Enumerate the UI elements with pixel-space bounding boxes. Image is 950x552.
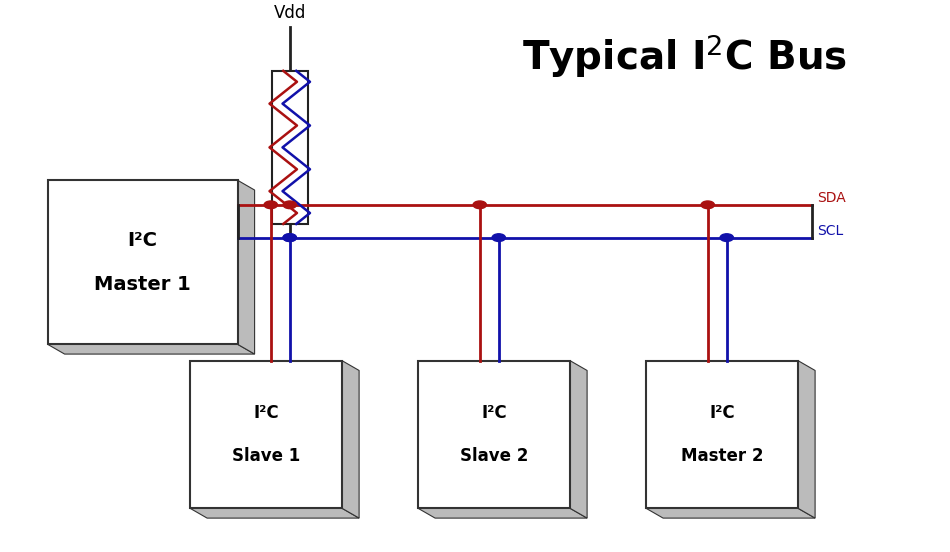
- Circle shape: [283, 234, 296, 241]
- Text: Typical I$^2$C Bus: Typical I$^2$C Bus: [522, 33, 846, 80]
- Circle shape: [283, 201, 296, 209]
- Text: I²C: I²C: [254, 404, 278, 422]
- Bar: [190, 360, 342, 508]
- Text: I²C: I²C: [482, 404, 506, 422]
- Text: SCL: SCL: [817, 224, 844, 238]
- Polygon shape: [238, 180, 255, 354]
- Bar: [48, 180, 238, 344]
- Bar: [646, 360, 798, 508]
- Text: Slave 1: Slave 1: [232, 447, 300, 465]
- Text: I²C: I²C: [710, 404, 734, 422]
- Text: Vdd: Vdd: [274, 4, 306, 22]
- Polygon shape: [570, 360, 587, 518]
- Polygon shape: [418, 508, 587, 518]
- Circle shape: [264, 201, 277, 209]
- Text: Master 1: Master 1: [94, 274, 191, 294]
- Circle shape: [473, 201, 486, 209]
- Bar: [418, 360, 570, 508]
- Polygon shape: [48, 344, 255, 354]
- Circle shape: [720, 234, 733, 241]
- Text: I²C: I²C: [127, 231, 158, 250]
- Text: Master 2: Master 2: [681, 447, 763, 465]
- Bar: [272, 71, 308, 224]
- Polygon shape: [342, 360, 359, 518]
- Circle shape: [492, 234, 505, 241]
- Text: SDA: SDA: [817, 191, 846, 205]
- Circle shape: [701, 201, 714, 209]
- Polygon shape: [646, 508, 815, 518]
- Polygon shape: [798, 360, 815, 518]
- Polygon shape: [190, 508, 359, 518]
- Text: Slave 2: Slave 2: [460, 447, 528, 465]
- Circle shape: [283, 234, 296, 241]
